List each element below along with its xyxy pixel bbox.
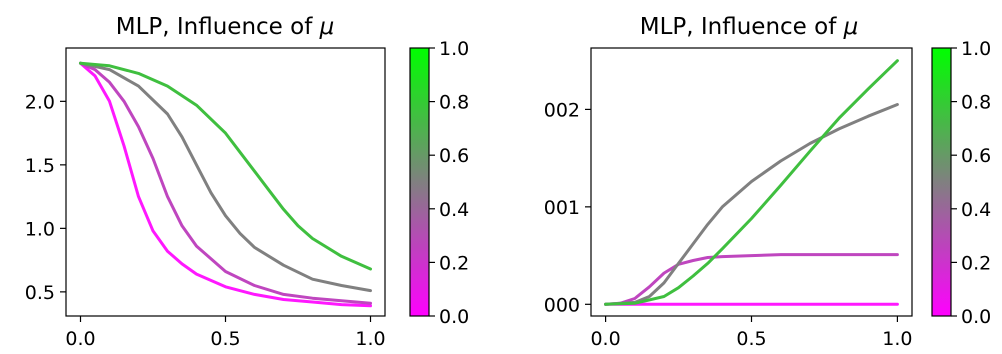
left-colorbar-tick-label: 0.4 [439, 199, 469, 221]
right-plot-area [604, 59, 899, 306]
right-colorbar-tick-label: 0.6 [961, 145, 991, 167]
left-colorbar: 0.0 0.2 0.4 0.6 0.8 1.0 [409, 38, 469, 328]
left-series-line-2 [79, 61, 372, 293]
left-colorbar-tick-label: 0.6 [439, 145, 469, 167]
right-colorbar-tick-label: 0.0 [961, 306, 991, 328]
left-colorbar-ticks: 0.0 0.2 0.4 0.6 0.8 1.0 [429, 38, 469, 328]
left-x-tick-label: 0.5 [210, 328, 240, 350]
right-series-line-3 [604, 59, 899, 306]
left-colorbar-tick-label: 0.0 [439, 306, 469, 328]
left-series-line-0 [79, 61, 372, 308]
left-y-ticks: 0.5 1.0 1.5 2.0 [25, 91, 66, 304]
right-series-line-2 [604, 103, 899, 306]
left-y-tick-label: 2.0 [25, 91, 55, 113]
right-colorbar-tick-label: 0.2 [961, 252, 991, 274]
left-x-tick-label: 0.0 [65, 328, 95, 350]
left-colorbar-tick-label: 0.2 [439, 252, 469, 274]
left-series-line-1 [79, 61, 372, 305]
left-x-ticks: 0.0 0.5 1.0 [65, 316, 386, 350]
left-chart: MLP, Influence of μ 0.0 0.5 1.0 0.5 1.0 1.5 2… [25, 14, 386, 350]
left-y-tick-label: 1.5 [25, 155, 55, 177]
left-chart-title: MLP, Influence of μ [116, 14, 335, 40]
right-y-tick-label: 002 [544, 99, 580, 121]
left-colorbar-gradient [410, 48, 429, 316]
right-x-tick-label: 0.5 [736, 328, 766, 350]
right-y-tick-label: 000 [544, 294, 580, 316]
right-x-tick-label: 0.0 [590, 328, 620, 350]
right-chart: MLP, Influence of μ 0.0 0.5 1.0 000 001 002 [544, 14, 913, 350]
right-y-tick-label: 001 [544, 197, 580, 219]
right-chart-title: MLP, Influence of μ [640, 14, 859, 40]
right-colorbar-tick-label: 0.8 [961, 92, 991, 114]
left-colorbar-tick-label: 0.8 [439, 92, 469, 114]
left-colorbar-tick-label: 1.0 [439, 38, 469, 60]
left-series-line-3 [79, 61, 372, 271]
left-x-tick-label: 1.0 [355, 328, 385, 350]
left-colorbar-frame [409, 47, 430, 317]
left-plot-area [79, 61, 372, 308]
right-series-line-1 [604, 253, 899, 306]
right-colorbar-ticks: 0.0 0.2 0.4 0.6 0.8 1.0 [951, 38, 991, 328]
right-colorbar-tick-label: 1.0 [961, 38, 991, 60]
right-colorbar-frame [931, 47, 952, 317]
right-colorbar-gradient [932, 48, 951, 316]
right-x-tick-label: 1.0 [882, 328, 912, 350]
right-colorbar: 0.0 0.2 0.4 0.6 0.8 1.0 [931, 38, 991, 328]
left-y-tick-label: 0.5 [25, 282, 55, 304]
right-x-ticks: 0.0 0.5 1.0 [590, 316, 913, 350]
right-y-ticks: 000 001 002 [544, 99, 591, 316]
right-colorbar-tick-label: 0.4 [961, 199, 991, 221]
left-y-tick-label: 1.0 [25, 218, 55, 240]
